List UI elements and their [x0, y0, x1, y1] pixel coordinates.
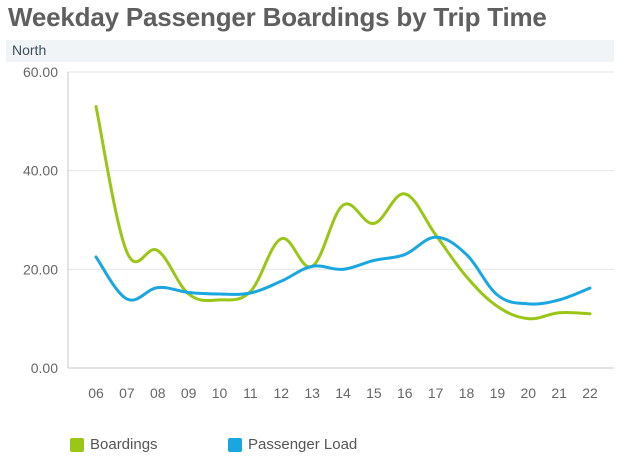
x-tick-label: 09: [181, 385, 197, 401]
data-point-passenger-load: [155, 285, 161, 291]
data-point-boardings: [464, 274, 470, 280]
data-point-boardings: [556, 310, 562, 316]
data-point-boardings: [217, 297, 223, 303]
data-point-passenger-load: [93, 254, 99, 260]
data-point-passenger-load: [309, 263, 315, 269]
y-tick-label: 0.00: [31, 360, 58, 376]
data-point-boardings: [402, 191, 408, 197]
x-tick-label: 18: [459, 385, 475, 401]
x-tick-label: 07: [119, 385, 135, 401]
x-tick-label: 22: [582, 385, 598, 401]
data-point-boardings: [124, 249, 130, 255]
chart-subtitle: North: [12, 42, 47, 58]
data-point-passenger-load: [278, 278, 284, 284]
x-tick-label: 19: [490, 385, 506, 401]
data-point-passenger-load: [433, 234, 439, 240]
x-tick-label: 12: [273, 385, 289, 401]
legend-item-boardings[interactable]: Boardings: [70, 436, 158, 453]
series-line-boardings: [94, 105, 592, 321]
data-point-passenger-load: [371, 257, 377, 263]
data-point-passenger-load: [402, 252, 408, 258]
x-tick-label: 10: [212, 385, 228, 401]
chart-title: Weekday Passenger Boardings by Trip Time: [8, 2, 547, 32]
data-point-boardings: [340, 202, 346, 208]
data-point-passenger-load: [247, 290, 253, 296]
data-point-boardings: [93, 104, 99, 110]
legend-label-boardings: Boardings: [90, 436, 158, 453]
data-point-passenger-load: [217, 291, 223, 297]
legend: Boardings Passenger Load: [0, 436, 630, 458]
x-tick-label: 06: [88, 385, 104, 401]
data-point-boardings: [587, 311, 593, 317]
data-point-passenger-load: [340, 266, 346, 272]
legend-item-passenger-load[interactable]: Passenger Load: [228, 436, 357, 453]
legend-swatch-boardings: [70, 437, 84, 452]
y-tick-label: 60.00: [23, 64, 58, 80]
x-tick-label: 20: [520, 385, 536, 401]
x-tick-label: 11: [243, 385, 258, 401]
data-point-boardings: [371, 220, 377, 226]
data-point-boardings: [278, 236, 284, 242]
legend-swatch-passenger-load: [228, 437, 242, 452]
x-tick-label: 14: [335, 385, 351, 401]
data-point-boardings: [525, 316, 531, 322]
x-tick-label: 16: [397, 385, 413, 401]
y-tick-label: 20.00: [23, 261, 58, 277]
line-chart: 0.00 20.00 40.00 60.00 06 07 08 09 10 11 12 13 14 15 1…: [23, 64, 614, 401]
data-point-passenger-load: [186, 290, 192, 296]
data-point-passenger-load: [464, 252, 470, 258]
data-point-passenger-load: [525, 301, 531, 307]
data-point-passenger-load: [124, 296, 130, 302]
data-point-boardings: [494, 303, 500, 309]
x-tick-label: 08: [150, 385, 166, 401]
x-tick-label: 13: [304, 385, 320, 401]
subtitle-bar: North: [6, 40, 614, 62]
series-line-passenger-load: [94, 235, 592, 306]
data-point-passenger-load: [587, 285, 593, 291]
legend-label-passenger-load: Passenger Load: [248, 436, 358, 453]
y-tick-label: 40.00: [23, 163, 58, 179]
data-point-passenger-load: [556, 297, 562, 303]
x-tick-label: 17: [428, 385, 444, 401]
data-point-boardings: [155, 248, 161, 254]
data-point-passenger-load: [494, 292, 500, 298]
x-tick-label: 21: [551, 385, 567, 401]
x-tick-label: 15: [366, 385, 382, 401]
